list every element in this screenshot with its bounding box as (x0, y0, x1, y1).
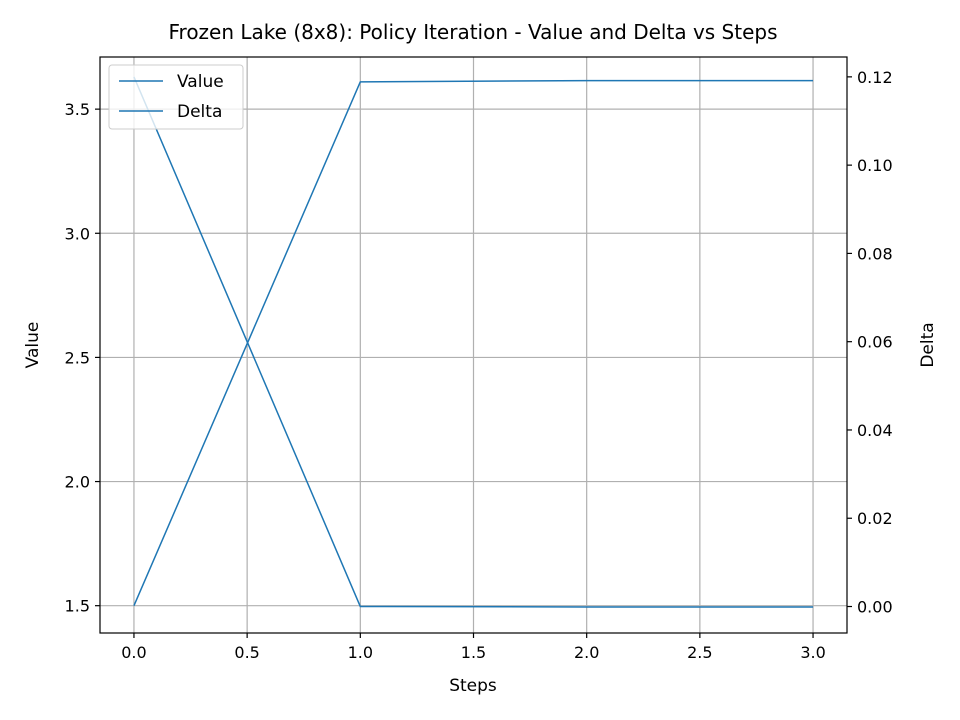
y-tick-label: 3.0 (65, 224, 90, 243)
y2-tick-label: 0.00 (857, 598, 893, 617)
legend-label-delta: Delta (177, 102, 222, 122)
y2-tick-label: 0.10 (857, 156, 893, 175)
y-axis-label: Value (23, 322, 43, 369)
legend-label-value: Value (177, 72, 224, 92)
series-line-delta (133, 76, 814, 608)
y2-tick-label: 0.04 (857, 421, 893, 440)
y2-tick-label: 0.08 (857, 244, 893, 263)
y2-axis-label: Delta (918, 322, 938, 367)
legend: Value Delta (108, 64, 244, 130)
x-tick-label: 1.0 (348, 643, 373, 662)
chart-title: Frozen Lake (8x8): Policy Iteration - Va… (168, 20, 777, 44)
x-tick-label: 0.0 (121, 643, 146, 662)
y-tick-label: 2.0 (65, 473, 90, 492)
x-tick-label: 1.5 (461, 643, 486, 662)
x-tick-label: 0.5 (234, 643, 259, 662)
x-tick-label: 3.0 (800, 643, 825, 662)
x-axis-label: Steps (449, 676, 497, 696)
y-tick-label: 3.5 (65, 100, 90, 119)
x-tick-label: 2.0 (574, 643, 599, 662)
y2-tick-label: 0.06 (857, 333, 893, 352)
y2-tick-label: 0.12 (857, 68, 893, 87)
series-lines (133, 76, 814, 608)
ticks: 0.0 0.5 1.0 1.5 2.0 2.5 3.0 1.5 2.0 2.5 3.0 3.5 0.00… (65, 68, 893, 662)
series-line-value (133, 79, 814, 606)
y-tick-label: 2.5 (65, 348, 90, 367)
x-tick-label: 2.5 (687, 643, 712, 662)
y2-tick-label: 0.02 (857, 509, 893, 528)
y-tick-label: 1.5 (65, 597, 90, 616)
